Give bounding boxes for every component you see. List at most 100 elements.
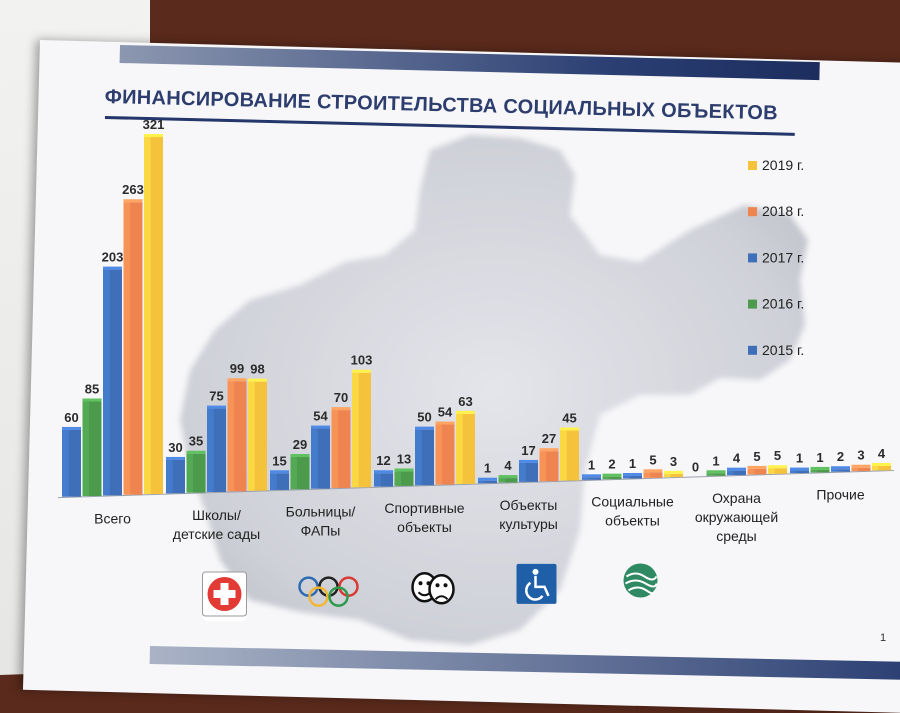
data-label: 5 xyxy=(649,452,656,467)
data-label: 103 xyxy=(351,353,373,368)
legend-label: 2018 г. xyxy=(762,203,804,219)
bar-top-face xyxy=(810,466,830,470)
bar-highlight xyxy=(747,468,755,475)
bar xyxy=(643,472,663,478)
category-label: Больницы/ xyxy=(286,504,356,520)
bar-highlight xyxy=(519,462,526,482)
category-label: Всего xyxy=(94,510,131,526)
wheelchair-icon xyxy=(516,563,557,604)
bar-top-face xyxy=(664,470,683,474)
data-label: 1 xyxy=(629,456,636,471)
bar-top-face xyxy=(478,477,497,481)
data-label: 27 xyxy=(542,431,556,446)
bar-top-face xyxy=(311,425,330,429)
bar-highlight xyxy=(394,471,402,486)
bar-top-face xyxy=(706,470,726,474)
bar-highlight xyxy=(456,413,463,484)
data-label: 63 xyxy=(458,394,472,409)
bar xyxy=(582,477,601,480)
bar-highlight xyxy=(331,410,339,488)
bar-top-face xyxy=(831,466,850,470)
bar-highlight xyxy=(539,451,547,482)
data-label: 70 xyxy=(334,390,348,405)
bar-highlight xyxy=(290,457,298,490)
bar-top-face xyxy=(727,467,746,471)
bar-highlight xyxy=(62,429,69,497)
bar-top-face xyxy=(768,465,787,469)
bar-top-face xyxy=(144,134,163,138)
bar-highlight xyxy=(851,467,859,472)
bar xyxy=(623,475,642,479)
bar-highlight xyxy=(227,381,235,492)
bar-highlight xyxy=(602,476,610,480)
bar-top-face xyxy=(582,474,601,478)
data-label: 1 xyxy=(712,453,719,468)
data-label: 4 xyxy=(733,451,741,466)
data-label: 17 xyxy=(521,443,535,458)
bar-top-face xyxy=(331,407,351,411)
x-axis-line xyxy=(57,470,895,499)
bar-highlight xyxy=(727,470,734,476)
legend-swatch xyxy=(748,299,757,309)
bar-top-face xyxy=(643,469,663,473)
legend-label: 2015 г. xyxy=(762,342,804,358)
bar-top-face xyxy=(872,462,891,466)
bar-top-face xyxy=(539,448,559,452)
data-label: 321 xyxy=(143,117,165,132)
bar-top-face xyxy=(623,472,642,476)
data-label: 85 xyxy=(85,381,99,396)
category-label: Школы/ xyxy=(192,507,241,523)
bar xyxy=(498,478,518,483)
bar-top-face xyxy=(62,426,81,430)
data-label: 263 xyxy=(122,182,144,197)
data-label: 29 xyxy=(293,437,307,452)
data-label: 1 xyxy=(796,451,803,466)
data-label: 54 xyxy=(438,405,453,420)
bar-highlight xyxy=(435,424,443,485)
bar-highlight xyxy=(352,372,359,488)
page-number: 1 xyxy=(880,632,887,644)
category-label: объекты xyxy=(605,512,660,528)
category-label: Социальные xyxy=(591,493,674,509)
bar-highlight xyxy=(123,202,131,495)
bar-highlight xyxy=(664,473,671,478)
legend-swatch xyxy=(748,253,757,263)
bar xyxy=(831,469,850,472)
bar-top-face xyxy=(123,199,143,203)
olympic-rings-icon xyxy=(298,576,359,607)
bar xyxy=(706,473,726,476)
bar-highlight xyxy=(498,478,506,483)
region-map-silhouette xyxy=(180,135,808,645)
bar-highlight xyxy=(144,137,151,495)
data-label: 54 xyxy=(313,409,328,424)
bar-highlight xyxy=(82,401,90,497)
bar-highlight xyxy=(311,428,318,489)
chart-legend: 2019 г. 2018 г. 2017 г. 2016 г. 2015 г. xyxy=(748,157,804,358)
data-label: 3 xyxy=(670,454,677,469)
bar-highlight xyxy=(374,473,381,487)
bar xyxy=(478,480,497,484)
category-label: Прочие xyxy=(816,487,864,503)
data-label: 2 xyxy=(837,449,844,464)
data-label: 60 xyxy=(64,410,78,425)
data-label: 2 xyxy=(608,457,615,472)
bar-top-face xyxy=(248,378,267,382)
legend-swatch xyxy=(748,345,757,355)
data-label: 50 xyxy=(417,410,431,425)
bar-highlight xyxy=(623,475,630,479)
red-cross-icon xyxy=(202,571,247,617)
data-label: 99 xyxy=(230,361,244,376)
bar xyxy=(768,468,787,474)
bar-highlight xyxy=(831,469,838,472)
bar-highlight xyxy=(810,469,818,473)
category-label: среды xyxy=(716,528,757,544)
bar-highlight xyxy=(478,480,485,484)
bar-top-face xyxy=(790,467,809,471)
legend-label: 2019 г. xyxy=(762,157,804,173)
bar xyxy=(747,468,767,475)
bar xyxy=(664,473,683,478)
bar-top-face xyxy=(851,464,871,468)
bar-top-face xyxy=(519,459,538,463)
category-label: ФАПы xyxy=(301,523,341,539)
